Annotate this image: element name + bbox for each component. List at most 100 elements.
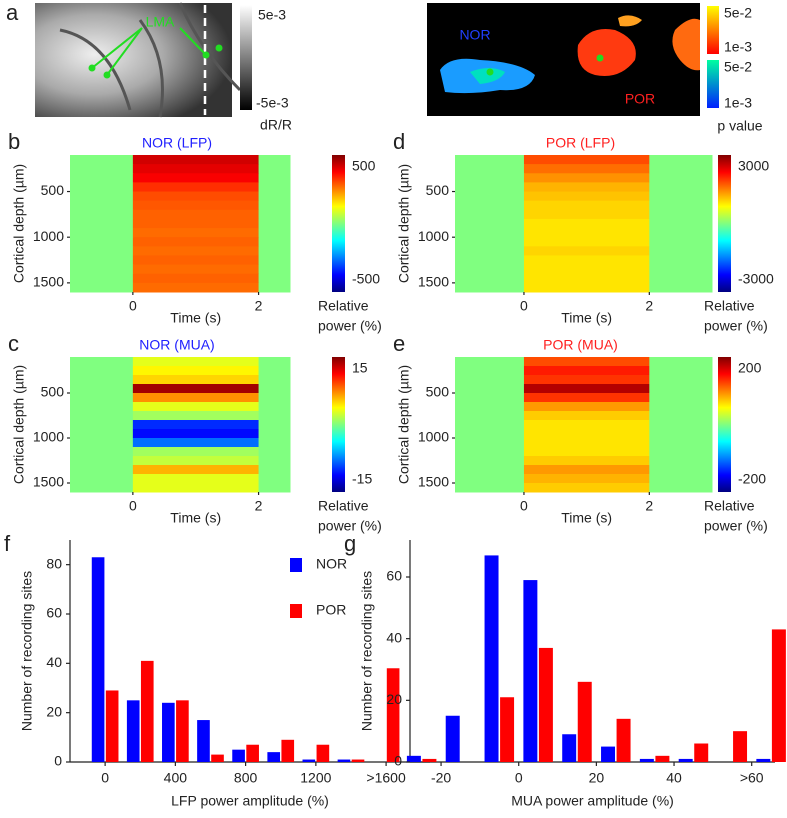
heatmap-cell [70, 246, 134, 256]
heatmap-cell [258, 246, 291, 256]
heatmap-cell [258, 191, 291, 202]
heatmap-cell [132, 200, 260, 211]
heatmap-cell [455, 200, 525, 211]
x-tick-label: -20 [431, 770, 451, 786]
y-tick-label: 20 [386, 691, 402, 707]
heatmap-cell [132, 155, 260, 165]
panel-label: d [393, 129, 405, 154]
heatmap-cell [455, 393, 525, 403]
pointer [179, 27, 207, 56]
heatmap-cell [70, 200, 134, 211]
bar [267, 752, 281, 762]
heatmap-cell [649, 429, 713, 439]
heatmap-cell [132, 264, 260, 275]
heatmap-cell [132, 402, 260, 412]
y-tick-label: 40 [386, 629, 402, 645]
y-tick-label: 1500 [418, 474, 449, 490]
colorbar [718, 357, 731, 492]
colorbar-label: power (%) [704, 318, 768, 334]
heatmap-cell [70, 411, 134, 421]
por-region [577, 29, 636, 76]
heatmap-cell [132, 420, 260, 430]
heatmap-cell [258, 218, 291, 229]
heatmap-cell [258, 228, 291, 238]
colorbar [707, 6, 719, 54]
bar [246, 744, 259, 762]
heatmap-cell [523, 273, 650, 284]
heatmap-cell [455, 209, 525, 220]
heatmap-cell [649, 209, 713, 220]
colorbar-tick: 3000 [738, 158, 769, 174]
heatmap-cell [649, 237, 713, 247]
heatmap-cell [258, 173, 291, 183]
heatmap-cell [258, 375, 291, 385]
heatmap-cell [258, 456, 291, 466]
heatmap-cell [132, 246, 260, 256]
x-tick-label: 2 [255, 298, 263, 314]
heatmap-cell [132, 209, 260, 220]
bar [386, 668, 400, 762]
bar [232, 749, 245, 762]
heatmap-cell [258, 465, 291, 475]
heatmap-cell [132, 282, 260, 293]
heatmap-cell [258, 209, 291, 220]
bar [500, 697, 515, 762]
heatmap-cell [132, 384, 260, 394]
heatmap-cell [523, 164, 650, 174]
bar [484, 555, 499, 762]
annotation: LMA [146, 14, 175, 30]
heatmap-cell [523, 411, 650, 421]
bar [616, 718, 631, 762]
heatmap-cell [70, 218, 134, 229]
bar [316, 744, 330, 762]
chart-title: POR (MUA) [543, 337, 618, 353]
x-tick-label: 0 [129, 298, 137, 314]
heatmap-cell [649, 483, 713, 493]
heatmap-cell [70, 173, 134, 183]
heatmap-cell [523, 173, 650, 183]
x-tick-label: >60 [740, 770, 764, 786]
heatmap-cell [523, 357, 650, 367]
y-tick-label: 500 [41, 384, 65, 400]
bar [406, 755, 421, 762]
heatmap-cell [649, 155, 713, 165]
heatmap-cell [649, 438, 713, 448]
heatmap-cell [649, 411, 713, 421]
colorbar-tick: -500 [352, 271, 380, 287]
colorbar-label: Relative [704, 498, 755, 514]
heatmap-cell [132, 366, 260, 376]
y-tick-label: 0 [394, 753, 402, 769]
heatmap-cell [70, 255, 134, 266]
colorbar [707, 60, 719, 108]
panel-label: g [344, 531, 356, 556]
heatmap-cell [649, 402, 713, 412]
heatmap-cell [455, 357, 525, 367]
x-axis-label: LFP power amplitude (%) [171, 793, 329, 809]
heatmap-cell [258, 429, 291, 439]
heatmap-cell [523, 255, 650, 266]
heatmap-cell [258, 255, 291, 266]
bar [197, 720, 210, 762]
heatmap-cell [523, 393, 650, 403]
y-tick-label: 40 [46, 654, 62, 670]
x-tick-label: 20 [589, 770, 605, 786]
bar [601, 746, 616, 762]
heatmap-cell [523, 237, 650, 247]
heatmap-cell [132, 164, 260, 174]
colorbar-label: power (%) [704, 518, 768, 534]
heatmap-cell [70, 402, 134, 412]
heatmap-cell [70, 182, 134, 193]
pointer [106, 27, 143, 76]
heatmap-cell [132, 438, 260, 448]
bar [422, 758, 437, 762]
heatmap-cell [455, 447, 525, 457]
colorbar-label: p value [717, 118, 762, 134]
heatmap-cell [70, 420, 134, 430]
x-axis-label: Time (s) [170, 510, 221, 526]
heatmap-cell [649, 191, 713, 202]
site [215, 44, 223, 52]
heatmap-cell [258, 411, 291, 421]
heatmap-cell [523, 456, 650, 466]
